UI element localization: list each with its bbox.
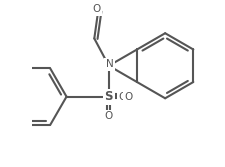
Text: O: O xyxy=(92,4,101,14)
Text: O: O xyxy=(118,92,127,102)
Text: S: S xyxy=(105,90,113,103)
Text: N: N xyxy=(106,59,113,69)
Text: O: O xyxy=(125,92,133,102)
Text: O: O xyxy=(105,111,113,121)
